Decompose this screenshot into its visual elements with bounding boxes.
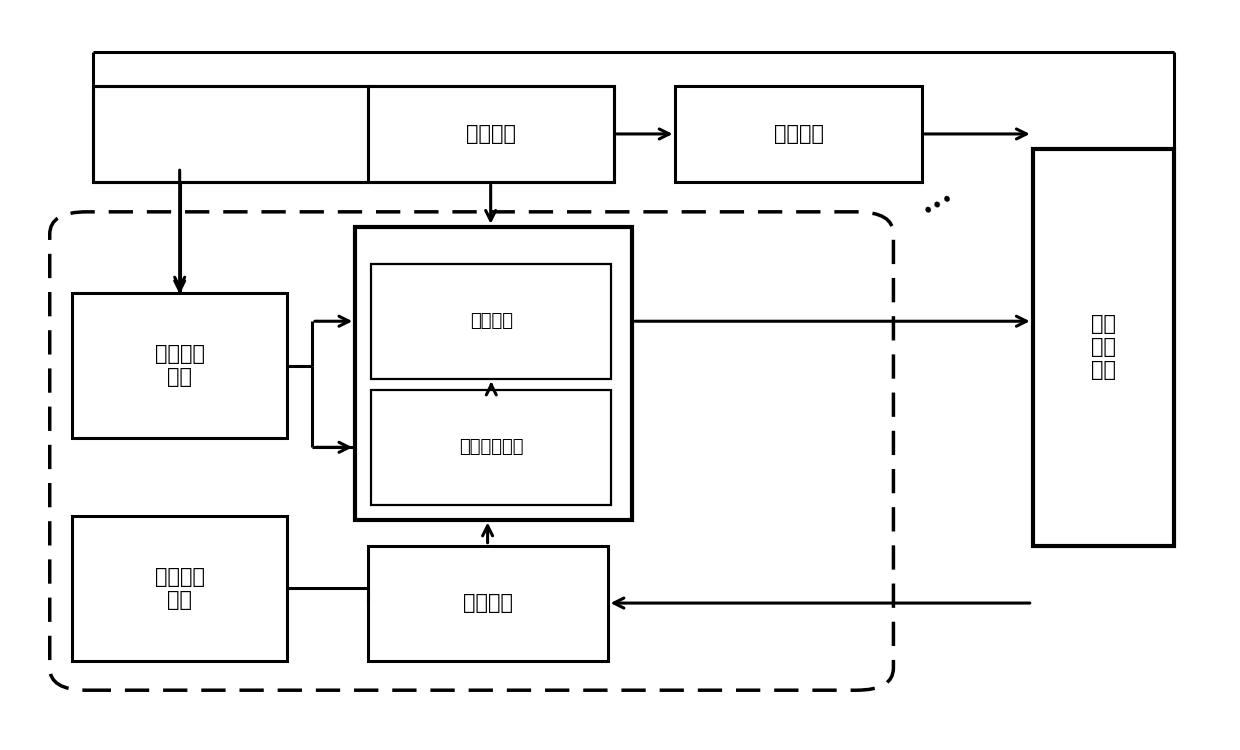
Bar: [367, 545, 608, 661]
Bar: [93, 86, 614, 182]
Bar: [371, 390, 611, 505]
Text: 计数单元: 计数单元: [774, 124, 823, 144]
Bar: [72, 293, 288, 438]
Bar: [355, 226, 632, 520]
Bar: [1033, 148, 1174, 545]
Bar: [371, 264, 611, 379]
Text: 电荷复位
单元: 电荷复位 单元: [155, 344, 205, 387]
Text: 信号转化单元: 信号转化单元: [459, 438, 523, 456]
Text: 控制单元: 控制单元: [463, 593, 512, 613]
Bar: [93, 86, 367, 182]
Text: 初始复位
单元: 初始复位 单元: [155, 567, 205, 610]
Bar: [367, 86, 614, 182]
Text: 比较单元: 比较单元: [466, 124, 516, 144]
Text: 积分单元: 积分单元: [470, 312, 513, 330]
Text: •••: •••: [919, 188, 957, 221]
Bar: [676, 86, 921, 182]
Bar: [72, 516, 288, 661]
Text: 信号
处理
单元: 信号 处理 单元: [1091, 314, 1116, 380]
